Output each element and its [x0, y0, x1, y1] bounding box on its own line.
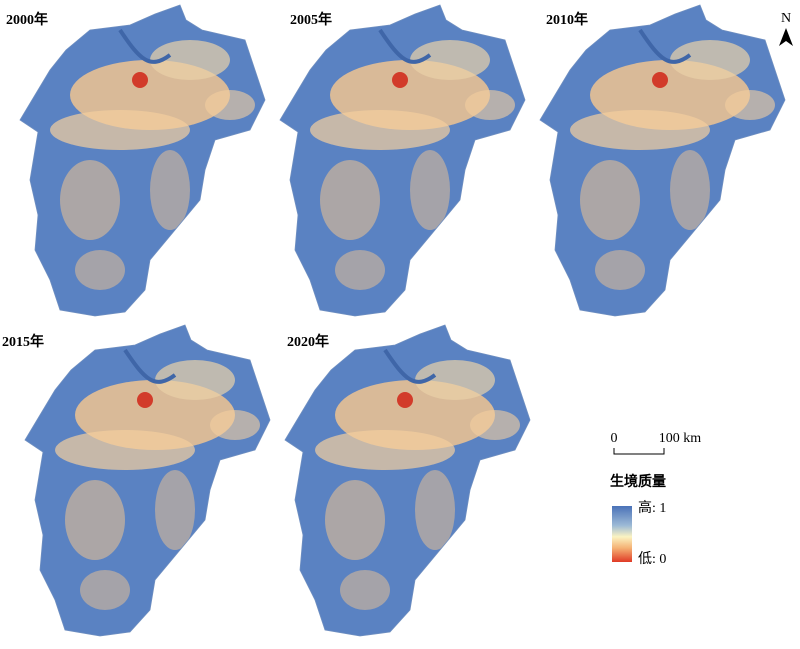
map-panel: 2000年 [0, 0, 280, 330]
north-arrow: N [779, 11, 793, 46]
panel-label: 2000年 [6, 11, 48, 28]
map [260, 0, 540, 330]
scale-line [613, 448, 665, 455]
panel-label: 2010年 [546, 11, 588, 28]
map-panel: 2005年 [260, 0, 540, 330]
map [5, 320, 285, 644]
legend-low: 低: 0 [638, 551, 666, 567]
map [520, 0, 800, 330]
map-panel: 2010年 [520, 0, 800, 330]
north-label: N [781, 11, 791, 26]
scale-end: 100 km [659, 431, 702, 446]
map [0, 0, 280, 330]
north-arrow-icon [779, 28, 793, 46]
map-panel: 2015年 [2, 320, 285, 644]
legend-high: 高: 1 [638, 499, 666, 516]
legend-title: 生境质量 [610, 473, 666, 490]
panel-label: 2015年 [2, 333, 44, 350]
panel-label: 2020年 [287, 333, 329, 350]
panel-label: 2005年 [290, 11, 332, 28]
scale-bar: 0 100 km [611, 431, 702, 455]
map-panel: 2020年 [265, 320, 545, 644]
scale-start: 0 [611, 431, 618, 446]
map [265, 320, 545, 644]
legend-colorbar [612, 506, 632, 562]
legend: 生境质量 高: 1 低: 0 [610, 473, 666, 567]
